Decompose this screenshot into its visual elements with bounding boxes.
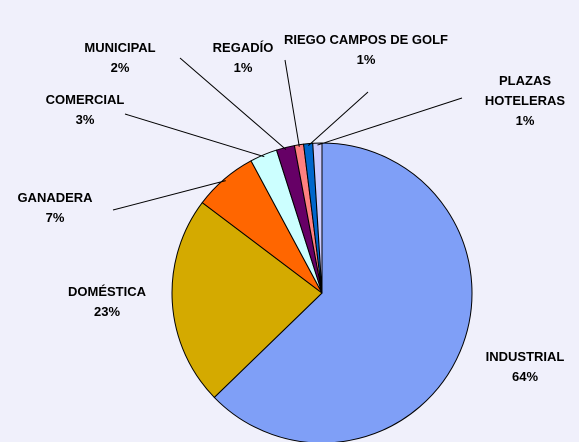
value-label: 64% (511, 369, 539, 384)
leader-line (179, 57, 287, 150)
pie-slice (312, 142, 323, 294)
category-label: PLAZAS HOTELERAS (484, 73, 566, 108)
slice-label: RIEGO CAMPOS DE GOLF 1% (281, 30, 451, 70)
value-label: 7% (45, 210, 65, 225)
value-label: 1% (233, 60, 253, 75)
category-label: COMERCIAL (45, 92, 125, 107)
value-label: 2% (110, 60, 130, 75)
pie-slice (213, 142, 473, 442)
category-label: REGADÍO (212, 40, 274, 55)
leader-line (284, 59, 300, 147)
category-label: GANADERA (17, 190, 93, 205)
leader-line (124, 113, 265, 158)
category-label: MUNICIPAL (84, 40, 156, 55)
slice-label: GANADERA 7% (5, 188, 105, 228)
slice-label: INDUSTRIAL 64% (465, 347, 579, 387)
category-label: INDUSTRIAL (485, 349, 565, 364)
value-label: 3% (75, 112, 95, 127)
pie-slice (171, 201, 323, 399)
category-label: DOMÉSTICA (68, 284, 146, 299)
value-label: 1% (356, 52, 376, 67)
value-label: 23% (93, 304, 121, 319)
slice-label: COMERCIAL 3% (35, 90, 135, 130)
leader-line (308, 91, 369, 147)
category-label: RIEGO CAMPOS DE GOLF (284, 32, 448, 47)
slice-label: REGADÍO 1% (193, 38, 293, 78)
leader-line (112, 180, 226, 211)
leader-line (317, 97, 463, 146)
value-label: 1% (515, 113, 535, 128)
slice-label: PLAZAS HOTELERAS 1% (465, 71, 579, 131)
slice-label: DOMÉSTICA 23% (47, 282, 167, 322)
slice-label: MUNICIPAL 2% (70, 38, 170, 78)
